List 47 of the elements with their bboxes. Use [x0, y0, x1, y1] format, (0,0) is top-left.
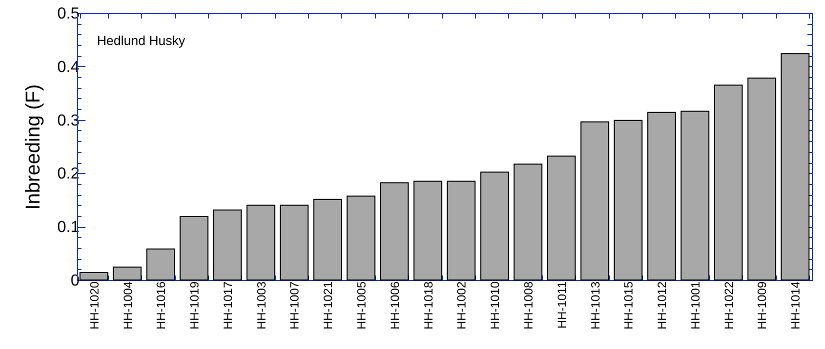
bar — [647, 112, 676, 280]
bar — [180, 216, 208, 280]
bar — [614, 120, 643, 280]
x-tick-label: HH-1019 — [188, 281, 202, 330]
y-tick-label: 0.5 — [57, 6, 80, 22]
bar — [580, 121, 610, 280]
x-tick-label: HH-1014 — [788, 281, 803, 330]
x-tick-label: HH-1018 — [421, 281, 436, 330]
bar — [680, 110, 710, 280]
bar — [714, 84, 743, 280]
bar — [246, 204, 276, 280]
bar — [346, 196, 376, 280]
bar — [547, 156, 576, 280]
x-tick-label: HH-1010 — [488, 281, 502, 330]
bar — [213, 210, 242, 280]
x-tick-label: HH-1001 — [688, 281, 702, 330]
x-tick-label: HH-1017 — [220, 281, 235, 330]
annotation: Hedlund Husky — [97, 33, 186, 48]
x-tick-label: HH-1020 — [87, 281, 102, 330]
bar — [80, 272, 108, 280]
x-tick-label: HH-1022 — [722, 281, 736, 330]
x-tick-label: HH-1009 — [755, 281, 770, 330]
bar — [112, 266, 142, 280]
bar — [446, 180, 476, 280]
bar — [413, 180, 442, 280]
bar — [313, 198, 342, 280]
bar — [747, 78, 776, 280]
bar — [780, 53, 810, 280]
bar — [514, 164, 542, 280]
x-tick-label: HH-1013 — [588, 281, 602, 330]
x-tick-label: HH-1012 — [655, 281, 670, 330]
x-tick-label: HH-1006 — [388, 281, 402, 330]
x-tick-label: HH-1004 — [120, 281, 135, 330]
x-tick-label: HH-1005 — [354, 281, 369, 330]
bar — [146, 248, 176, 280]
bar — [380, 182, 409, 280]
x-tick-label: HH-1015 — [622, 281, 636, 330]
x-tick-label: HH-1008 — [521, 281, 536, 330]
x-tick-label: HH-1002 — [454, 281, 469, 330]
bar — [280, 204, 309, 280]
y-axis-title: Inbreeding (F) — [22, 84, 44, 210]
x-tick-label: HH-1007 — [288, 281, 302, 330]
bar — [480, 172, 509, 280]
x-tick-label: HH-1011 — [554, 281, 569, 329]
x-tick-label: HH-1021 — [321, 281, 336, 330]
x-tick-label: HH-1016 — [154, 281, 168, 330]
x-tick-label: HH-1003 — [254, 281, 268, 330]
